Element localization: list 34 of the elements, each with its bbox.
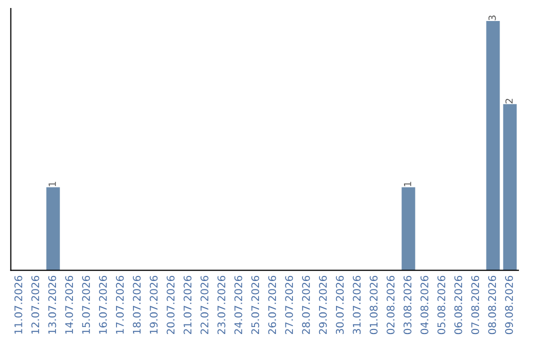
data-label: 3 — [488, 16, 496, 20]
x-tick-label: 30.07.2026 — [336, 276, 344, 334]
x-tick-label: 03.08.2026 — [404, 276, 412, 334]
x-tick-label: 19.07.2026 — [150, 276, 158, 334]
x-tick-label: 20.07.2026 — [166, 276, 175, 334]
data-label: 1 — [404, 182, 412, 186]
x-tick-label: 25.07.2026 — [251, 276, 260, 334]
x-tick-label: 29.07.2026 — [318, 276, 327, 334]
data-label: 1 — [48, 182, 56, 186]
x-tick-label: 16.07.2026 — [99, 276, 107, 334]
x-tick-label: 24.07.2026 — [234, 276, 242, 334]
x-tick-label: 17.07.2026 — [116, 276, 124, 334]
x-tick-label: 22.07.2026 — [200, 276, 208, 334]
x-tick-label: 05.08.2026 — [437, 276, 446, 334]
x-tick-label: 13.07.2026 — [48, 276, 56, 334]
x-tick-label: 21.07.2026 — [184, 276, 192, 334]
x-tick-label: 09.08.2026 — [505, 276, 513, 334]
x-tick-label: 15.07.2026 — [82, 276, 90, 334]
x-tick-label: 01.08.2026 — [370, 276, 378, 334]
x-tick-label: 18.07.2026 — [132, 276, 141, 334]
x-tick-label: 27.07.2026 — [285, 276, 293, 334]
x-tick-label: 06.08.2026 — [454, 276, 462, 334]
x-tick-label: 28.07.2026 — [302, 276, 310, 334]
x-tick-label: 23.07.2026 — [217, 276, 226, 334]
x-tick-label: 14.07.2026 — [65, 276, 74, 334]
x-tick-label: 26.07.2026 — [268, 276, 276, 334]
data-label: 2 — [505, 98, 513, 104]
x-tick-label: 12.07.2026 — [31, 276, 40, 334]
x-tick-label: 08.08.2026 — [488, 276, 496, 334]
x-tick-label: 04.08.2026 — [420, 276, 428, 334]
x-tick-label: 31.07.2026 — [352, 276, 361, 334]
x-tick-label: 02.08.2026 — [386, 276, 395, 334]
x-tick-label: 07.08.2026 — [471, 276, 480, 334]
x-tick-label: 11.07.2026 — [14, 276, 22, 334]
